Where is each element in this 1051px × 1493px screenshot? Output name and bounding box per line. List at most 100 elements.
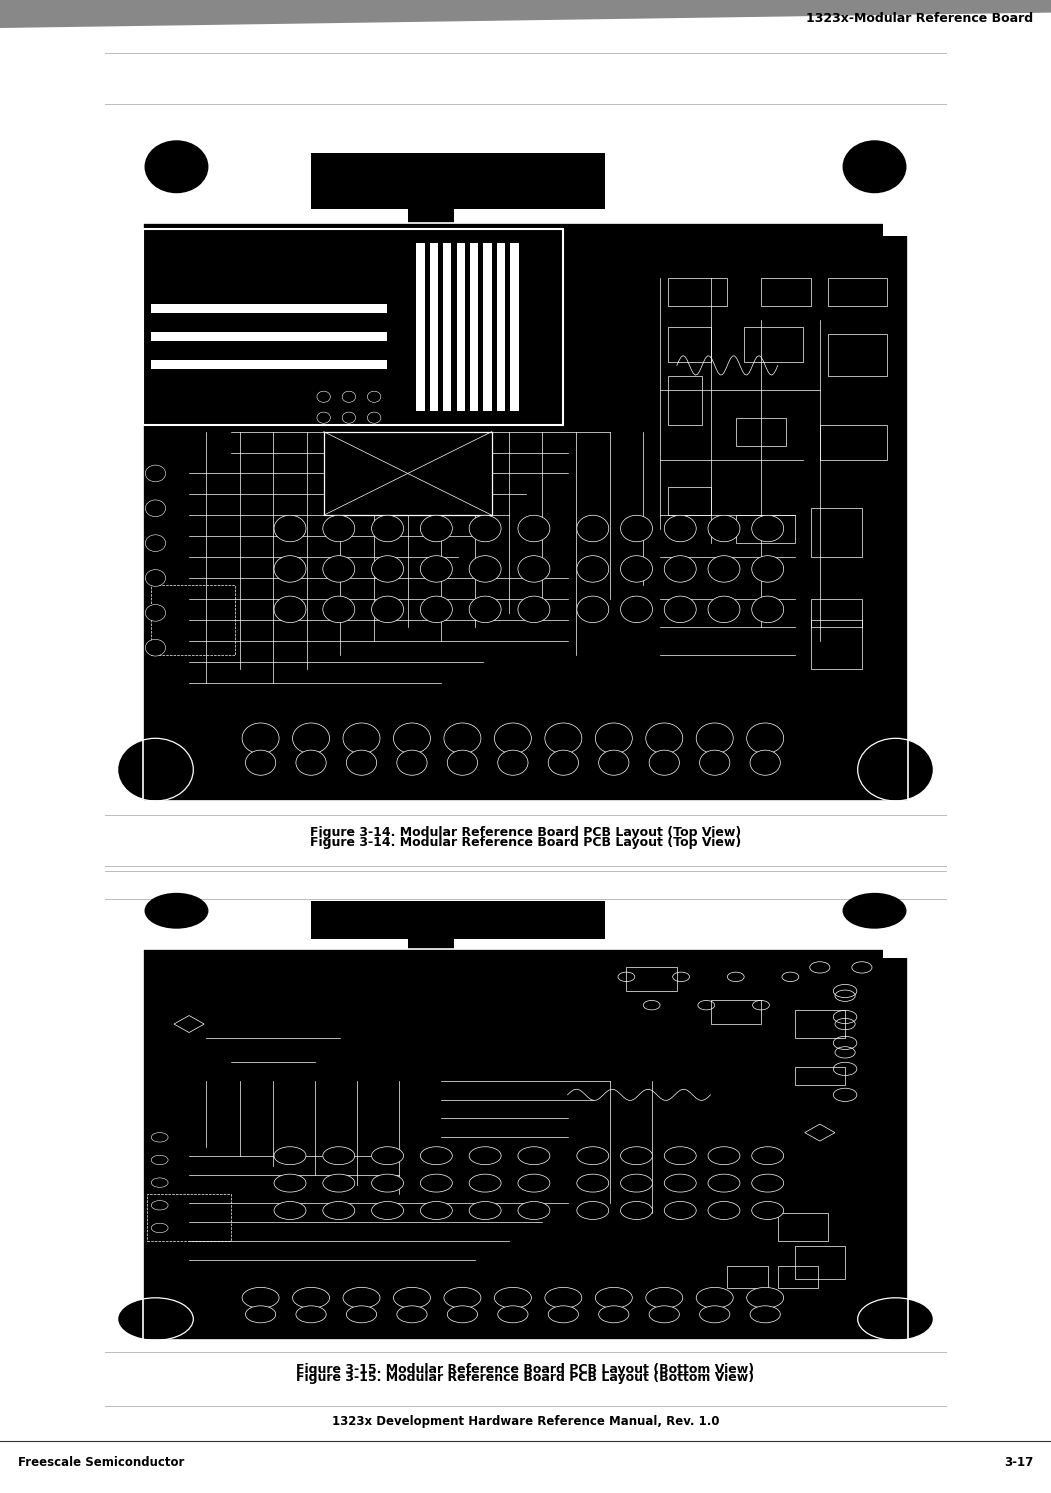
Bar [820,424,887,460]
Circle shape [708,1202,740,1220]
Bar [795,1245,845,1280]
Circle shape [343,412,355,423]
Bar [416,243,425,411]
Bar [778,1212,828,1241]
Bar [795,1066,845,1085]
Circle shape [620,555,653,582]
Circle shape [549,749,578,775]
Circle shape [494,1287,532,1308]
Circle shape [544,1287,582,1308]
Circle shape [696,723,734,754]
Bar [668,376,702,424]
Bar [727,1266,767,1288]
Circle shape [246,749,275,775]
Circle shape [751,596,784,623]
Circle shape [650,749,679,775]
Circle shape [645,1287,683,1308]
Bar [143,948,908,1341]
Bar [456,243,465,411]
Circle shape [708,596,740,623]
Circle shape [274,1173,306,1191]
Bar [430,243,438,411]
Bar [143,230,563,424]
Circle shape [746,723,784,754]
Circle shape [274,555,306,582]
Bar [511,243,519,411]
Circle shape [708,1173,740,1191]
Bar [151,331,387,340]
Text: Figure 3-15. Modular Reference Board PCB Layout (Bottom View): Figure 3-15. Modular Reference Board PCB… [296,1363,755,1377]
Bar [497,243,506,411]
Bar [311,152,605,209]
Circle shape [751,1147,784,1165]
Bar [151,585,235,654]
Circle shape [700,1306,729,1323]
Circle shape [700,749,729,775]
Bar [883,209,916,236]
Bar [828,278,887,306]
Circle shape [664,555,696,582]
Circle shape [393,1287,431,1308]
Bar [408,924,454,948]
Circle shape [246,1306,275,1323]
Circle shape [696,1287,734,1308]
Bar [324,431,492,515]
Circle shape [323,515,355,542]
Bar [778,1266,818,1288]
Circle shape [751,515,784,542]
Circle shape [372,596,404,623]
Bar [811,599,862,627]
Circle shape [347,749,376,775]
Circle shape [274,1202,306,1220]
Text: 1J0-S017P  REA L: 1J0-S017P REA L [135,1126,140,1187]
Circle shape [708,515,740,542]
Bar [408,187,454,222]
Circle shape [843,140,906,193]
Circle shape [518,555,550,582]
Circle shape [549,1306,578,1323]
Polygon shape [0,0,1051,28]
Circle shape [274,515,306,542]
Bar [483,243,492,411]
Circle shape [751,1173,784,1191]
Text: Figure 3-15. Modular Reference Board PCB Layout (Bottom View): Figure 3-15. Modular Reference Board PCB… [296,1372,755,1384]
Circle shape [620,1147,653,1165]
Circle shape [595,723,633,754]
Circle shape [498,749,528,775]
Circle shape [664,515,696,542]
Text: 1323x-Modular Reference Board: 1323x-Modular Reference Board [806,12,1033,25]
Circle shape [751,1202,784,1220]
Circle shape [751,555,784,582]
Bar [736,515,795,543]
Circle shape [843,893,906,929]
Circle shape [498,1306,528,1323]
Circle shape [664,1147,696,1165]
Circle shape [444,1287,481,1308]
Circle shape [323,1202,355,1220]
Circle shape [274,596,306,623]
Circle shape [664,596,696,623]
Bar [710,1000,761,1024]
Circle shape [296,749,326,775]
Circle shape [750,1306,780,1323]
Circle shape [746,1287,784,1308]
Bar [151,305,387,314]
Circle shape [664,1173,696,1191]
Circle shape [420,555,452,582]
Circle shape [292,1287,330,1308]
Bar [311,902,605,939]
Bar [470,243,478,411]
Circle shape [750,749,780,775]
Circle shape [577,555,609,582]
Circle shape [620,515,653,542]
Circle shape [420,515,452,542]
Circle shape [343,1287,380,1308]
Circle shape [420,1173,452,1191]
Bar [143,948,908,1341]
Circle shape [620,596,653,623]
Circle shape [397,749,427,775]
Circle shape [368,412,380,423]
Bar [736,418,786,445]
Circle shape [469,1202,501,1220]
Circle shape [145,534,166,551]
